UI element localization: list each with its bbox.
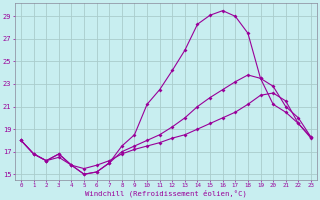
X-axis label: Windchill (Refroidissement éolien,°C): Windchill (Refroidissement éolien,°C) bbox=[85, 190, 247, 197]
